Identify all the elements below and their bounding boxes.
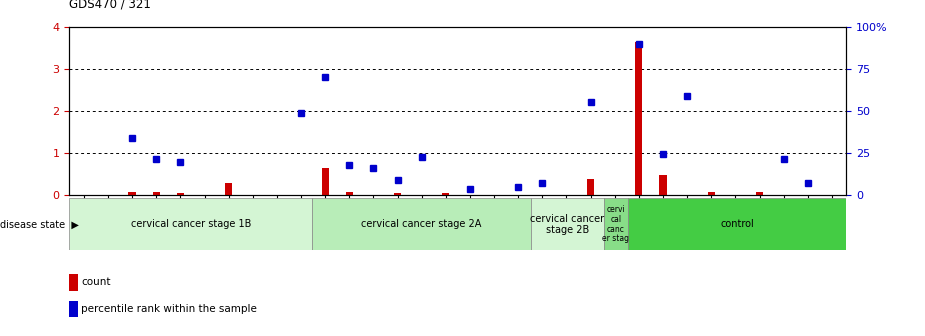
Text: disease state  ▶: disease state ▶ bbox=[0, 219, 79, 229]
Bar bbox=[177, 193, 184, 195]
Bar bbox=[313, 198, 531, 250]
Bar bbox=[442, 193, 450, 195]
Bar bbox=[531, 198, 603, 250]
Text: percentile rank within the sample: percentile rank within the sample bbox=[81, 304, 257, 314]
Bar bbox=[69, 300, 78, 318]
Bar bbox=[129, 192, 136, 195]
Bar bbox=[69, 274, 78, 291]
Bar bbox=[708, 192, 715, 195]
Bar bbox=[628, 198, 846, 250]
Bar bbox=[153, 192, 160, 195]
Bar bbox=[322, 168, 328, 195]
Bar bbox=[635, 42, 643, 195]
Bar bbox=[225, 183, 232, 195]
Bar bbox=[756, 192, 763, 195]
Text: control: control bbox=[721, 219, 754, 229]
Bar bbox=[346, 192, 353, 195]
Bar bbox=[69, 198, 313, 250]
Bar bbox=[603, 198, 628, 250]
Text: cervical cancer stage 2A: cervical cancer stage 2A bbox=[362, 219, 482, 229]
Bar bbox=[587, 179, 594, 195]
Bar bbox=[394, 193, 401, 195]
Text: cervi
cal
canc
er stag: cervi cal canc er stag bbox=[602, 205, 629, 243]
Bar bbox=[660, 175, 667, 195]
Text: GDS470 / 321: GDS470 / 321 bbox=[69, 0, 152, 10]
Text: cervical cancer stage 1B: cervical cancer stage 1B bbox=[130, 219, 251, 229]
Text: cervical cancer
stage 2B: cervical cancer stage 2B bbox=[530, 214, 604, 235]
Text: count: count bbox=[81, 278, 111, 287]
